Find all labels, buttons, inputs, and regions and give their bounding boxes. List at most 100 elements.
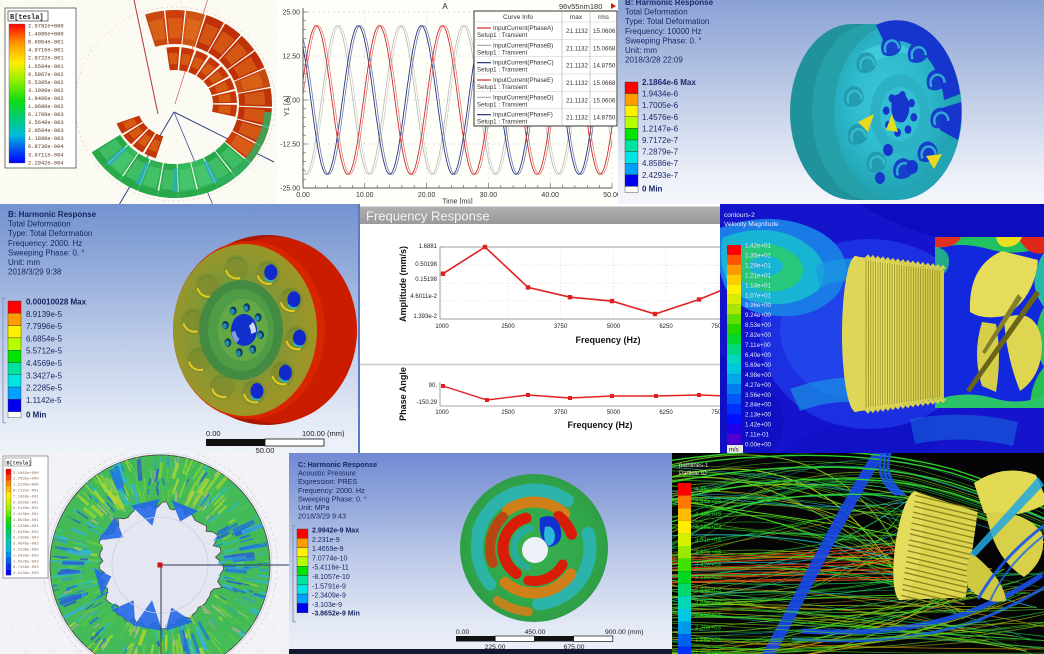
svg-text:5.0356e-001: 5.0356e-001 xyxy=(13,501,39,505)
svg-text:450.00: 450.00 xyxy=(525,629,546,636)
svg-text:1.5456e-002: 1.5456e-002 xyxy=(13,554,39,558)
svg-text:9.7132e-001: 9.7132e-001 xyxy=(13,490,39,494)
svg-text:3.9711e-004: 3.9711e-004 xyxy=(28,152,64,158)
svg-text:m/s: m/s xyxy=(729,448,739,454)
svg-text:1.2147e-6: 1.2147e-6 xyxy=(642,124,679,133)
svg-text:A: A xyxy=(442,2,448,11)
svg-text:InputCurrent(PhaseB): InputCurrent(PhaseB) xyxy=(493,42,553,49)
svg-text:-3.8652e-9 Min: -3.8652e-9 Min xyxy=(312,611,360,618)
svg-text:1.28e+01: 1.28e+01 xyxy=(745,262,772,269)
svg-text:15.0668: 15.0668 xyxy=(593,80,616,87)
svg-text:InputCurrent(PhaseF): InputCurrent(PhaseF) xyxy=(493,112,553,119)
svg-text:15.0668: 15.0668 xyxy=(593,45,616,52)
svg-text:1.35e+01: 1.35e+01 xyxy=(745,252,772,259)
svg-text:2.231e-9: 2.231e-9 xyxy=(312,537,340,544)
svg-text:0.00: 0.00 xyxy=(206,429,221,438)
svg-text:8.9139e-5: 8.9139e-5 xyxy=(26,310,63,319)
svg-text:6250: 6250 xyxy=(659,324,673,330)
svg-text:4.4136e-003: 4.4136e-003 xyxy=(13,572,39,576)
svg-text:4.9716e-001: 4.9716e-001 xyxy=(28,48,64,54)
svg-text:6.40e+00: 6.40e+00 xyxy=(745,352,772,359)
svg-text:4.4569e-5: 4.4569e-5 xyxy=(26,359,63,368)
svg-text:2.2942e-004: 2.2942e-004 xyxy=(28,160,64,166)
svg-text:6.8736e-004: 6.8736e-004 xyxy=(28,144,64,150)
svg-text:3.4546e-002: 3.4546e-002 xyxy=(13,543,39,547)
svg-text:Velocity Magnitude: Velocity Magnitude xyxy=(724,221,779,228)
svg-text:Acoustic Pressure: Acoustic Pressure xyxy=(298,469,356,478)
svg-text:pathlines-1: pathlines-1 xyxy=(679,463,709,469)
svg-text:1.1898e-003: 1.1898e-003 xyxy=(28,136,64,142)
svg-text:21.1132: 21.1132 xyxy=(566,115,588,122)
svg-text:5000: 5000 xyxy=(607,410,621,416)
svg-text:1.0236e-002: 1.0236e-002 xyxy=(13,560,39,564)
svg-text:3.18e+03: 3.18e+03 xyxy=(695,574,722,581)
svg-text:21.1132: 21.1132 xyxy=(566,63,588,70)
svg-text:Sweeping Phase: 0. °: Sweeping Phase: 0. ° xyxy=(8,248,85,257)
svg-text:4.64e+03: 4.64e+03 xyxy=(695,499,722,506)
svg-text:Sweeping Phase: 0. °: Sweeping Phase: 0. ° xyxy=(625,36,702,45)
svg-text:Unit: mm: Unit: mm xyxy=(625,46,657,55)
svg-text:2.5782e+000: 2.5782e+000 xyxy=(28,24,64,30)
svg-text:3.3427e-5: 3.3427e-5 xyxy=(26,371,63,380)
svg-text:675.00: 675.00 xyxy=(564,644,585,651)
svg-text:2018/3/29 9:43: 2018/3/29 9:43 xyxy=(298,512,346,521)
svg-text:25.00: 25.00 xyxy=(282,10,300,17)
svg-text:21.1132: 21.1132 xyxy=(566,28,588,35)
svg-text:Phase Angle: Phase Angle xyxy=(398,367,408,421)
svg-text:21.1132: 21.1132 xyxy=(566,80,588,87)
svg-text:900.00 (mm): 900.00 (mm) xyxy=(605,629,644,636)
svg-text:1.14e+01: 1.14e+01 xyxy=(745,282,772,289)
svg-text:-3.103e-9: -3.103e-9 xyxy=(312,602,342,609)
svg-text:1.4095e+000: 1.4095e+000 xyxy=(28,32,64,38)
svg-text:1.1236e-001: 1.1236e-001 xyxy=(13,525,39,529)
svg-text:3.1998e-002: 3.1998e-002 xyxy=(28,88,64,94)
svg-text:2.4136e-001: 2.4136e-001 xyxy=(13,513,39,517)
svg-text:Curve Info: Curve Info xyxy=(503,14,533,21)
svg-text:Frequency: 2000. Hz: Frequency: 2000. Hz xyxy=(298,486,365,495)
svg-text:50.00: 50.00 xyxy=(603,192,618,199)
svg-text:0.00e+00: 0.00e+00 xyxy=(745,442,772,449)
svg-text:1.9434e-6: 1.9434e-6 xyxy=(642,90,679,99)
svg-text:Frequency: 10000 Hz: Frequency: 10000 Hz xyxy=(625,27,702,36)
svg-text:2.69e+03: 2.69e+03 xyxy=(695,599,722,606)
svg-text:contours-2: contours-2 xyxy=(724,212,755,219)
svg-text:12.50: 12.50 xyxy=(282,54,300,61)
svg-text:InputCurrent(PhaseA): InputCurrent(PhaseA) xyxy=(493,25,553,32)
svg-text:2.2285e-5: 2.2285e-5 xyxy=(26,384,63,393)
svg-text:InputCurrent(PhaseD): InputCurrent(PhaseD) xyxy=(493,94,554,101)
svg-text:15.0606: 15.0606 xyxy=(593,28,616,35)
svg-text:15.0606: 15.0606 xyxy=(593,97,616,104)
svg-text:2018/3/29 9:38: 2018/3/29 9:38 xyxy=(8,268,62,277)
svg-text:2500: 2500 xyxy=(501,410,515,416)
svg-text:Frequency (Hz): Frequency (Hz) xyxy=(575,335,640,345)
svg-text:5.5712e-5: 5.5712e-5 xyxy=(26,347,63,356)
svg-text:20.00: 20.00 xyxy=(418,192,436,199)
svg-text:2.84e+00: 2.84e+00 xyxy=(745,402,772,409)
svg-text:B: Harmonic Response: B: Harmonic Response xyxy=(625,0,714,7)
svg-text:100.00 (mm): 100.00 (mm) xyxy=(302,429,345,438)
svg-text:Unit: MPa: Unit: MPa xyxy=(298,503,330,512)
svg-text:B[tesla]: B[tesla] xyxy=(10,14,44,22)
svg-text:1.6881: 1.6881 xyxy=(419,244,438,250)
svg-text:Total Deformation: Total Deformation xyxy=(8,220,71,229)
svg-text:40.00: 40.00 xyxy=(541,192,559,199)
svg-text:4.6011e-2: 4.6011e-2 xyxy=(410,294,437,300)
svg-text:1000: 1000 xyxy=(435,410,449,416)
svg-text:9.5867e-002: 9.5867e-002 xyxy=(28,72,64,78)
svg-text:3.5146e-001: 3.5146e-001 xyxy=(13,507,39,511)
svg-text:1.07e+01: 1.07e+01 xyxy=(745,292,772,299)
svg-text:6.1708e-003: 6.1708e-003 xyxy=(28,112,64,118)
svg-text:3750: 3750 xyxy=(554,410,568,416)
svg-text:-1.5791e-9: -1.5791e-9 xyxy=(312,583,346,590)
svg-text:1.8486e-002: 1.8486e-002 xyxy=(28,96,64,102)
svg-text:-150.29: -150.29 xyxy=(417,400,438,406)
svg-text:21.1132: 21.1132 xyxy=(566,97,588,104)
svg-text:1.6546e-001: 1.6546e-001 xyxy=(13,519,39,523)
svg-text:2018/3/28 22:09: 2018/3/28 22:09 xyxy=(625,56,683,65)
svg-text:14.8750: 14.8750 xyxy=(593,115,616,122)
svg-text:2.13e+00: 2.13e+00 xyxy=(745,412,772,419)
svg-text:4.27e+00: 4.27e+00 xyxy=(745,382,772,389)
svg-text:4.16e+03: 4.16e+03 xyxy=(695,524,722,531)
svg-text:Total Deformation: Total Deformation xyxy=(625,8,688,17)
svg-text:7.6156e-002: 7.6156e-002 xyxy=(13,531,39,535)
